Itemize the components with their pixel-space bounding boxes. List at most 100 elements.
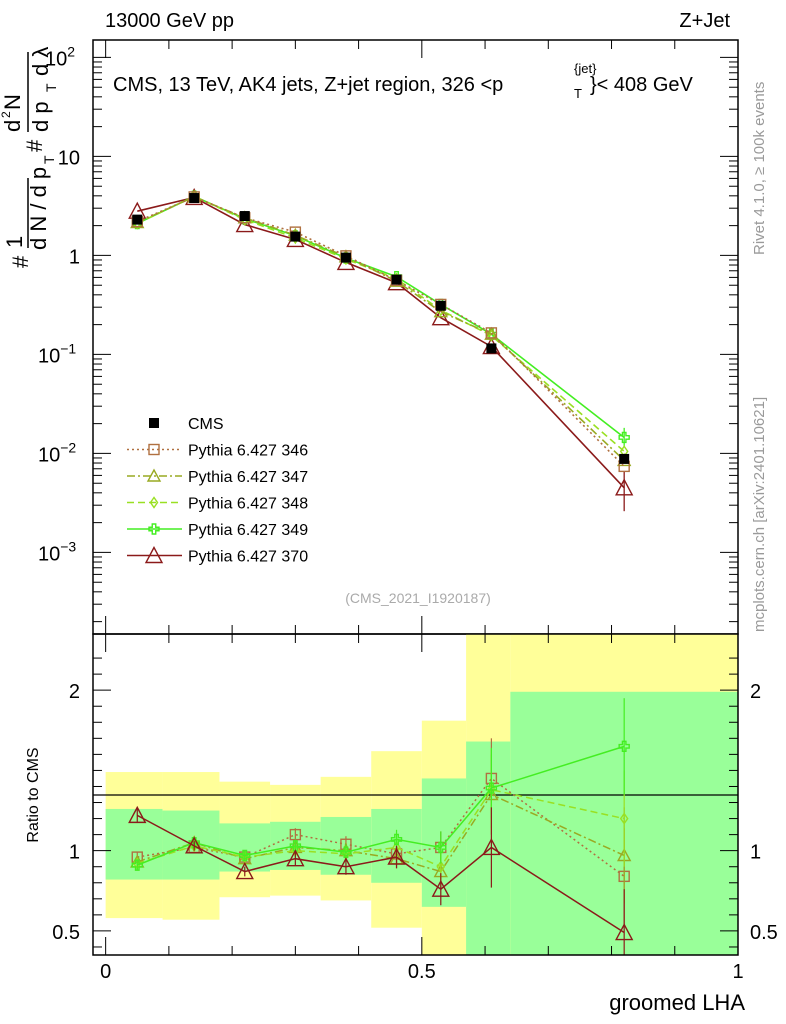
ratio-y-tick-label-right: 2	[750, 681, 761, 703]
legend-marker	[149, 418, 159, 428]
legend-marker	[144, 546, 164, 564]
legend-label: Pythia 6.427 348	[188, 496, 308, 513]
ratio-y-tick-label: 1	[69, 842, 80, 864]
svg-text:2: 2	[0, 111, 13, 118]
legend-entry-0: CMS	[149, 416, 224, 433]
data-point	[618, 431, 630, 444]
band-inner-0	[105, 808, 163, 880]
ratio-y-tick-label: 0.5	[52, 922, 80, 944]
ratio-point	[239, 849, 251, 862]
x-tick-label: 1	[732, 961, 743, 983]
ratio-point	[435, 841, 447, 854]
ratio-ticks: 0.5 0.5 1 1 2 2 0 0.5 1	[52, 634, 778, 983]
legend-label: Pythia 6.427 370	[188, 549, 308, 566]
ratio-point	[131, 859, 143, 871]
ratio-point	[289, 840, 302, 852]
legend-label: Pythia 6.427 347	[188, 469, 308, 486]
ratio-y-tick-label: 2	[69, 681, 80, 703]
data-point	[132, 214, 143, 225]
ratio-y-tick-label-right: 1	[750, 842, 761, 864]
main-y-tick-label: 10−2	[38, 439, 76, 466]
header-left: 13000 GeV pp	[105, 10, 234, 32]
x-axis-label: groomed LHA	[609, 990, 745, 1015]
ratio-point	[619, 812, 629, 825]
legend: CMS Pythia 6.427 346 Pythia 6.427 347 Pythi…	[127, 416, 308, 566]
ratio-point	[431, 879, 450, 897]
legend-label: Pythia 6.427 349	[188, 522, 308, 539]
legend-marker	[146, 468, 162, 482]
svg-text:1: 1	[2, 236, 27, 248]
svg-text:#: #	[8, 255, 33, 268]
svg-text:d λ: d λ	[28, 47, 53, 76]
data-point	[340, 252, 351, 263]
ratio-point	[336, 857, 356, 875]
ratio-point	[340, 846, 352, 858]
svg-text:d p: d p	[28, 101, 53, 132]
ratio-y-tick-label-right: 0.5	[750, 922, 778, 944]
main-y-tick-label: 102	[45, 43, 75, 70]
ratio-point	[185, 836, 204, 854]
svg-text:#: #	[22, 139, 47, 152]
band-inner-7	[466, 741, 511, 955]
main-series	[128, 187, 634, 512]
legend-marker	[148, 443, 160, 456]
ratio-point	[235, 862, 254, 880]
main-y-tick-label: 10−3	[38, 538, 76, 565]
legend-marker	[149, 496, 159, 509]
data-point	[433, 304, 448, 318]
svg-text:CMS, 13 TeV, AK4 jets, Z+jet r: CMS, 13 TeV, AK4 jets, Z+jet region, 326…	[113, 74, 503, 96]
legend-entry-4: Pythia 6.427 349	[127, 522, 308, 539]
ratio-point	[286, 849, 305, 867]
main-title-sup: {jet}	[574, 61, 597, 76]
main-y-ticks: 10−3 10−2 10−1 1 10 102	[38, 40, 739, 634]
main-title-sub: T	[574, 86, 582, 101]
rivet-label: Rivet 4.1.0, ≥ 100k events	[751, 82, 768, 255]
ratio-point	[128, 805, 147, 824]
ratio-point	[387, 847, 406, 865]
x-tick-label: 0	[100, 961, 111, 983]
series-5	[128, 187, 634, 512]
main-title-before: CMS, 13 TeV, AK4 jets, Z+jet region, 326…	[113, 74, 503, 96]
main-plot-frame	[92, 39, 739, 635]
data-point	[615, 478, 634, 496]
x-tick-label: 0.5	[408, 961, 436, 983]
data-point	[486, 343, 497, 354]
svg-text:d N / d p: d N / d p	[26, 167, 51, 250]
ratio-series-3	[131, 698, 630, 871]
svg-text:N: N	[0, 94, 25, 110]
legend-entry-1: Pythia 6.427 346	[127, 443, 308, 460]
legend-label: Pythia 6.427 346	[188, 443, 308, 460]
ratio-point	[436, 860, 446, 873]
ratio-series	[128, 698, 634, 955]
ratio-point	[482, 837, 501, 856]
analysis-label: (CMS_2021_I1920187)	[345, 590, 491, 606]
legend-entry-5: Pythia 6.427 370	[127, 546, 308, 566]
svg-text:T: T	[41, 155, 57, 164]
main-y-tick-label: 1	[69, 246, 80, 268]
header-right: Z+Jet	[679, 10, 730, 32]
svg-text:T: T	[43, 83, 59, 92]
data-point	[485, 327, 498, 339]
data-point	[619, 453, 630, 464]
main-y-tick-label: 10−1	[38, 340, 76, 367]
main-y-tick-label: 10	[58, 147, 80, 169]
series-4	[131, 190, 630, 448]
main-y-label: # 1 d N / d p T # d 2 N d p T d λ	[0, 47, 59, 268]
legend-entry-2: Pythia 6.427 347	[127, 468, 308, 486]
ratio-point	[390, 833, 403, 846]
data-point	[290, 231, 301, 242]
series-line	[136, 195, 625, 452]
data-point	[235, 215, 254, 233]
ratio-point	[485, 782, 498, 794]
ratio-plot-frame	[92, 633, 739, 956]
ratio-y-label: Ratio to CMS	[25, 747, 42, 842]
legend-entry-3: Pythia 6.427 348	[127, 496, 308, 513]
main-title: CMS, 13 TeV, AK4 jets, Z+jet region, 326…	[113, 61, 694, 101]
mcplots-label: mcplots.cern.ch [arXiv:2401.10621]	[751, 397, 768, 632]
ratio-series-4	[128, 805, 634, 955]
series-0	[132, 193, 630, 464]
svg-text:d: d	[0, 120, 25, 132]
data-point	[435, 300, 446, 311]
legend-label: CMS	[188, 416, 224, 433]
